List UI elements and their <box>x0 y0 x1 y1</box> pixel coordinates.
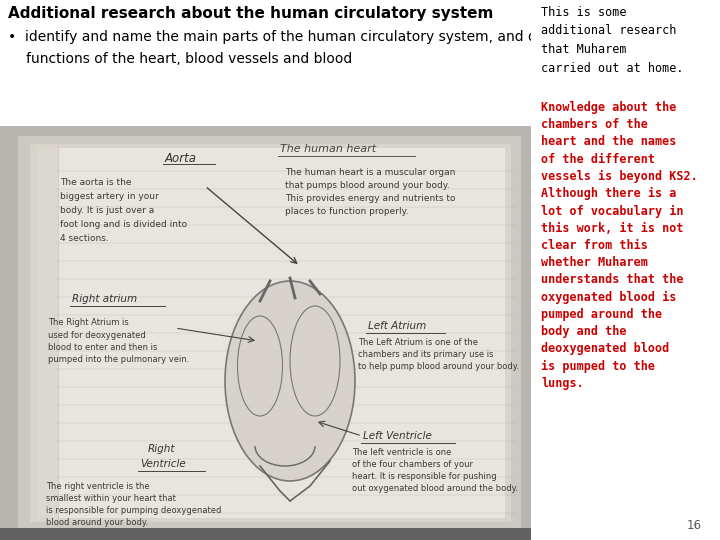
Text: chambers and its primary use is: chambers and its primary use is <box>358 350 493 359</box>
Text: Additional research about the human circulatory system: Additional research about the human circ… <box>8 6 493 21</box>
Text: Ventricle: Ventricle <box>140 459 186 469</box>
Text: 16: 16 <box>687 519 702 532</box>
Bar <box>531 0 720 540</box>
Bar <box>38 148 505 518</box>
Text: The Right Atrium is: The Right Atrium is <box>48 318 129 327</box>
Bar <box>0 528 531 540</box>
Text: body. It is just over a: body. It is just over a <box>60 206 154 215</box>
Text: The left ventricle is one: The left ventricle is one <box>352 448 451 457</box>
Text: functions of the heart, blood vessels and blood: functions of the heart, blood vessels an… <box>26 52 352 66</box>
Text: heart. It is responsible for pushing: heart. It is responsible for pushing <box>352 472 497 481</box>
Bar <box>38 148 58 518</box>
Text: pumped into the pulmonary vein.: pumped into the pulmonary vein. <box>48 355 189 364</box>
Bar <box>30 144 511 522</box>
Text: The human heart: The human heart <box>280 144 376 154</box>
Text: is responsible for pumping deoxygenated: is responsible for pumping deoxygenated <box>46 506 221 515</box>
Text: The Left Atrium is one of the: The Left Atrium is one of the <box>358 338 478 347</box>
Text: This is some
additional research
that Muharem
carried out at home.: This is some additional research that Mu… <box>541 6 683 75</box>
Text: to help pump blood around your body.: to help pump blood around your body. <box>358 362 519 371</box>
Text: smallest within your heart that: smallest within your heart that <box>46 494 176 503</box>
Text: used for deoxygenated: used for deoxygenated <box>48 330 145 340</box>
Text: Left Atrium: Left Atrium <box>368 321 426 331</box>
Text: biggest artery in your: biggest artery in your <box>60 192 158 201</box>
Text: Aorta: Aorta <box>165 152 197 165</box>
Text: Knowledge about the
chambers of the
heart and the names
of the different
vessels: Knowledge about the chambers of the hear… <box>541 101 698 390</box>
Text: of the four chambers of your: of the four chambers of your <box>352 460 473 469</box>
Text: places to function properly.: places to function properly. <box>285 207 409 216</box>
Text: that pumps blood around your body.: that pumps blood around your body. <box>285 181 450 190</box>
Text: blood to enter and then is: blood to enter and then is <box>48 343 158 352</box>
Bar <box>0 0 720 126</box>
Text: 4 sections.: 4 sections. <box>60 234 109 243</box>
Text: Right atrium: Right atrium <box>72 294 137 304</box>
Text: out oxygenated blood around the body.: out oxygenated blood around the body. <box>352 484 518 493</box>
Text: The right ventricle is the: The right ventricle is the <box>46 482 150 491</box>
Text: •  identify and name the main parts of the human circulatory system, and describ: • identify and name the main parts of th… <box>8 30 614 44</box>
Ellipse shape <box>225 281 355 481</box>
Text: The aorta is the: The aorta is the <box>60 178 132 187</box>
Text: Left Ventricle: Left Ventricle <box>363 431 432 441</box>
Text: blood around your body.: blood around your body. <box>46 518 148 527</box>
Text: The human heart is a muscular organ: The human heart is a muscular organ <box>285 168 455 177</box>
Bar <box>18 136 521 530</box>
Bar <box>0 126 531 540</box>
Text: Right: Right <box>148 444 176 454</box>
Text: foot long and is divided into: foot long and is divided into <box>60 220 187 229</box>
Text: This provides energy and nutrients to: This provides energy and nutrients to <box>285 194 456 203</box>
